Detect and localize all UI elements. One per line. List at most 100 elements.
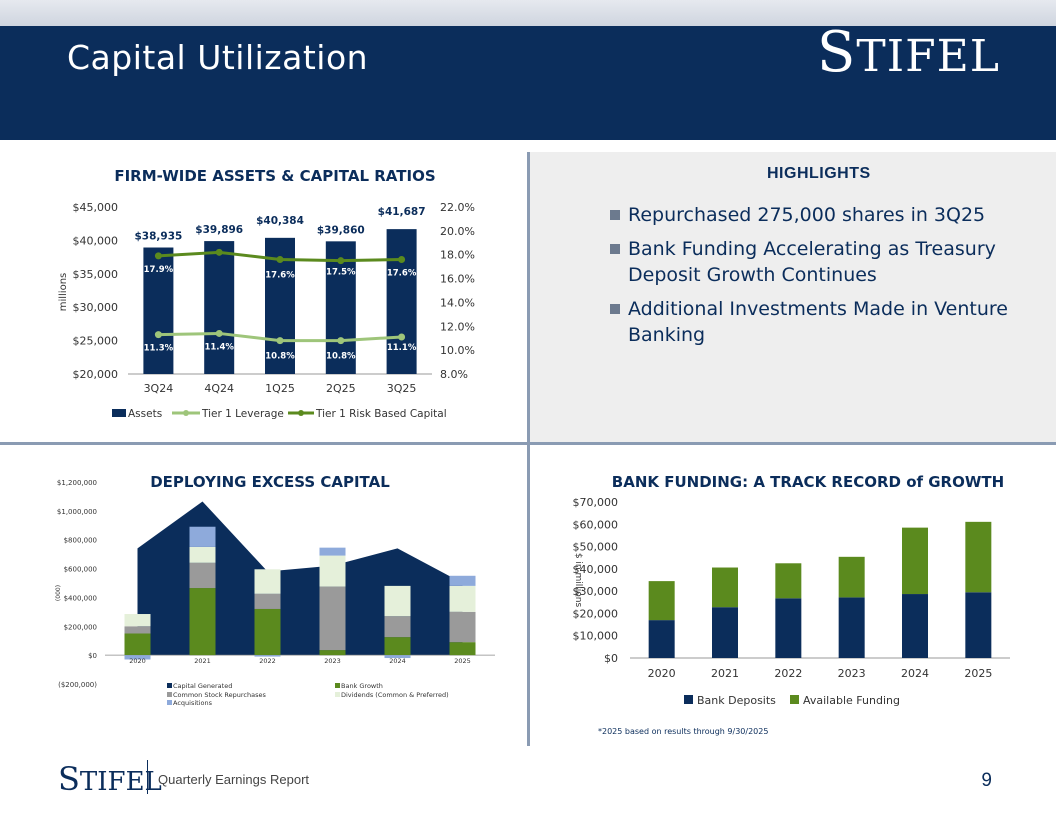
y-tick-label: $1,200,000 [57, 479, 97, 487]
bank-deposits-bar [838, 597, 865, 658]
x-tick-label: 4Q24 [204, 382, 234, 395]
legend-label: Dividends (Common & Preferred) [341, 691, 449, 699]
bank-growth-bar [254, 608, 281, 656]
bank-deposits-bar [902, 594, 928, 658]
dividends-bar [449, 585, 476, 612]
bank-growth-bar [319, 650, 346, 656]
y-tick-label: $1,000,000 [57, 508, 97, 516]
x-tick-label: 2020 [129, 657, 146, 665]
y-tick-label: $400,000 [64, 594, 97, 602]
assets-data-label: $39,860 [317, 224, 365, 236]
y-tick-label: $25,000 [73, 335, 119, 348]
highlights-title: HIGHLIGHTS [767, 165, 871, 182]
tier1-rbc-point [398, 255, 406, 263]
bank-deposits-bar [965, 592, 992, 658]
y2-tick-label: 18.0% [440, 249, 475, 262]
legend-swatch [335, 692, 340, 697]
highlight-item: Repurchased 275,000 shares in 3Q25 [610, 202, 1030, 228]
acquisitions-bar [189, 526, 216, 547]
tier1-leverage-point [154, 331, 162, 339]
legend-rbc-marker [298, 410, 304, 416]
legend-assets-swatch [112, 409, 126, 417]
y-tick-label: $200,000 [64, 623, 97, 631]
legend-deposits-swatch [684, 695, 693, 704]
chart-title: BANK FUNDING: A TRACK RECORD of GROWTH [612, 473, 1004, 491]
y-tick-label: $10,000 [573, 630, 619, 643]
footer-logo: STIFEL [58, 760, 162, 798]
x-tick-label: 2Q25 [326, 382, 356, 395]
tier1-rbc-data-label: 17.9% [144, 265, 174, 275]
highlight-item: Additional Investments Made in Venture B… [610, 296, 1030, 348]
stock-repurchases-bar [449, 611, 476, 643]
x-tick-label: 2022 [774, 667, 802, 680]
tier1-leverage-data-label: 11.3% [144, 344, 174, 354]
tier1-leverage-point [215, 329, 223, 337]
y-tick-label: ($200,000) [58, 681, 97, 689]
tier1-rbc-data-label: 18.2% [204, 233, 234, 243]
tier1-rbc-point [215, 248, 223, 256]
bank-funding-footnote: *2025 based on results through 9/30/2025 [598, 727, 769, 736]
tier1-rbc-point [276, 255, 284, 263]
acquisitions-bar [319, 547, 346, 556]
y-tick-label: $600,000 [64, 566, 97, 574]
available-funding-bar [775, 563, 802, 599]
available-funding-bar [648, 581, 675, 621]
bank-funding-chart: BANK FUNDING: A TRACK RECORD of GROWTH $0… [573, 473, 1010, 707]
tier1-rbc-point [154, 252, 162, 260]
y-tick-label: $50,000 [573, 541, 619, 554]
footer-label: Quarterly Earnings Report [158, 772, 310, 787]
tier1-rbc-data-label: 17.5% [326, 268, 356, 278]
x-tick-label: 3Q24 [144, 382, 174, 395]
tier1-rbc-point [337, 257, 345, 265]
assets-data-label: $38,935 [134, 231, 182, 243]
y-tick-label: $40,000 [73, 234, 119, 247]
x-tick-label: 2020 [648, 667, 676, 680]
y-tick-label: $60,000 [573, 518, 619, 531]
stock-repurchases-bar [384, 616, 411, 638]
y-axis-label: $ in millions [573, 553, 583, 608]
legend-swatch [167, 683, 172, 688]
tier1-leverage-data-label: 10.8% [265, 352, 295, 362]
bank-growth-bar [124, 633, 151, 656]
y-tick-label: $20,000 [73, 368, 119, 381]
chart-title: DEPLOYING EXCESS CAPITAL [150, 473, 390, 491]
legend-leverage-marker [183, 410, 189, 416]
stifel-logo: STIFEL [817, 20, 1000, 85]
x-tick-label: 2021 [194, 657, 211, 665]
x-tick-label: 2024 [389, 657, 406, 665]
square-bullet-icon [610, 210, 620, 220]
square-bullet-icon [610, 304, 620, 314]
x-tick-label: 2025 [454, 657, 471, 665]
y2-tick-label: 8.0% [440, 368, 468, 381]
legend-funding-label: Available Funding [803, 694, 900, 707]
x-tick-label: 1Q25 [265, 382, 295, 395]
available-funding-bar [712, 567, 738, 608]
y-axis-label: millions [58, 273, 69, 312]
highlight-text: Repurchased 275,000 shares in 3Q25 [628, 204, 986, 226]
dividends-bar [384, 585, 411, 617]
stock-repurchases-bar [319, 586, 346, 651]
bank-deposits-bar [712, 607, 738, 658]
stock-repurchases-bar [254, 593, 281, 609]
legend-label: Common Stock Repurchases [173, 691, 266, 699]
legend-rbc-label: Tier 1 Risk Based Capital [315, 408, 447, 420]
y2-tick-label: 16.0% [440, 273, 475, 286]
stock-repurchases-bar [189, 562, 216, 589]
highlight-item: Bank Funding Accelerating as Treasury De… [610, 236, 1030, 288]
tier1-rbc-data-label: 17.6% [387, 268, 417, 278]
y-tick-label: $30,000 [73, 301, 119, 314]
highlights-list: Repurchased 275,000 shares in 3Q25 Bank … [610, 202, 1030, 356]
assets-bar [143, 247, 174, 374]
legend-swatch [335, 683, 340, 688]
firm-wide-assets-chart: FIRM-WIDE ASSETS & CAPITAL RATIOS $20,000… [58, 167, 475, 420]
y-axis-label: (000) [55, 585, 62, 601]
y-tick-label: $35,000 [73, 268, 119, 281]
stock-repurchases-bar [124, 626, 151, 634]
legend-swatch [167, 692, 172, 697]
x-tick-label: 3Q25 [387, 382, 417, 395]
page-title: Capital Utilization [67, 38, 369, 77]
tier1-leverage-point [276, 337, 284, 345]
acquisitions-bar [124, 655, 151, 660]
x-tick-label: 2024 [901, 667, 929, 680]
available-funding-bar [902, 527, 928, 595]
